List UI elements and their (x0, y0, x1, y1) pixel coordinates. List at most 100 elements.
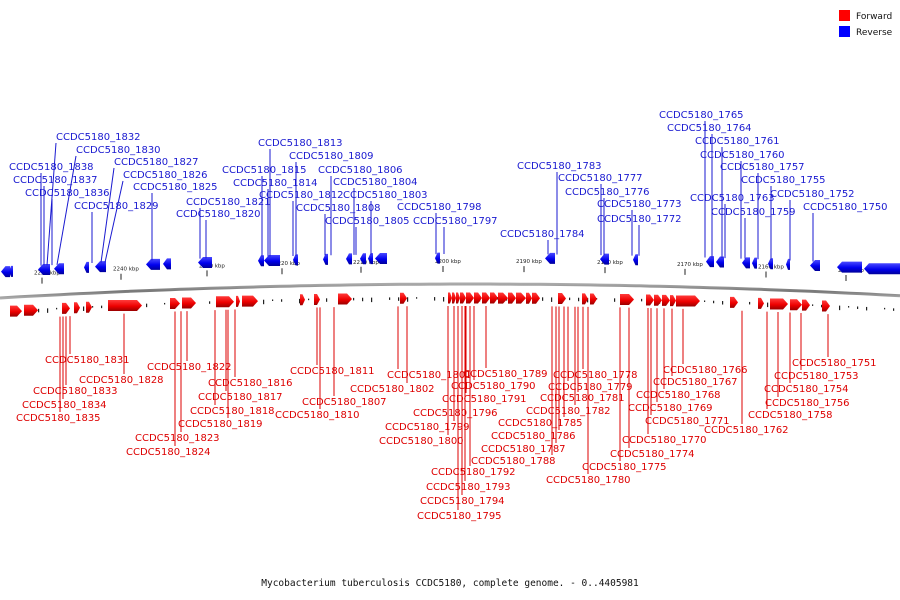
reverse-gene-label[interactable]: CCDC5180_1765 (659, 110, 744, 121)
reverse-gene-label[interactable]: CCDC5180_1798 (397, 202, 482, 213)
reverse-gene-label[interactable]: CCDC5180_1806 (318, 165, 403, 176)
forward-gene-label[interactable]: CCDC5180_1791 (442, 394, 527, 405)
reverse-gene-label[interactable]: CCDC5180_1808 (296, 203, 381, 214)
forward-gene-label[interactable]: CCDC5180_1794 (420, 496, 505, 507)
reverse-gene-label[interactable]: CCDC5180_1813 (258, 138, 343, 149)
reverse-gene-label[interactable]: CCDC5180_1804 (333, 177, 418, 188)
forward-gene-label[interactable]: CCDC5180_1774 (610, 449, 695, 460)
forward-gene-label[interactable]: CCDC5180_1833 (33, 386, 118, 397)
reverse-gene-label[interactable]: CCDC5180_1830 (76, 145, 161, 156)
reverse-gene-label[interactable]: CCDC5180_1826 (123, 170, 208, 181)
forward-gene-label[interactable]: CCDC5180_1816 (208, 378, 293, 389)
reverse-gene-label[interactable]: CCDC5180_1760 (700, 150, 785, 161)
reverse-gene-label[interactable]: CCDC5180_1777 (558, 173, 643, 184)
reverse-gene-label[interactable]: CCDC5180_1832 (56, 132, 141, 143)
reverse-gene-label[interactable]: CCDC5180_1820 (176, 209, 261, 220)
forward-gene-label[interactable]: CCDC5180_1780 (546, 475, 631, 486)
forward-gene-label[interactable]: CCDC5180_1782 (526, 406, 611, 417)
reverse-gene-arrow (837, 261, 862, 273)
forward-gene-label[interactable]: CCDC5180_1770 (622, 435, 707, 446)
reverse-gene-label[interactable]: CCDC5180_1761 (695, 136, 780, 147)
forward-gene-label[interactable]: CCDC5180_1792 (431, 467, 516, 478)
forward-gene-label[interactable]: CCDC5180_1799 (385, 422, 470, 433)
forward-gene-label[interactable]: CCDC5180_1754 (764, 384, 849, 395)
forward-gene-label[interactable]: CCDC5180_1834 (22, 400, 107, 411)
sequence-mark (92, 306, 94, 308)
forward-gene-label[interactable]: CCDC5180_1802 (350, 384, 435, 395)
sequence-mark (353, 297, 355, 301)
forward-gene-label[interactable]: CCDC5180_1769 (628, 403, 713, 414)
forward-gene-label[interactable]: CCDC5180_1768 (636, 390, 721, 401)
forward-gene-label[interactable]: CCDC5180_1824 (126, 447, 211, 458)
reverse-gene-label[interactable]: CCDC5180_1837 (13, 175, 98, 186)
legend-reverse-swatch (839, 26, 850, 37)
forward-gene-label[interactable]: CCDC5180_1758 (748, 410, 833, 421)
forward-gene-label[interactable]: CCDC5180_1819 (178, 419, 263, 430)
forward-gene-label[interactable]: CCDC5180_1795 (417, 511, 502, 522)
reverse-gene-label[interactable]: CCDC5180_1752 (770, 189, 855, 200)
forward-gene-label[interactable]: CCDC5180_1828 (79, 375, 164, 386)
sequence-mark (299, 298, 301, 304)
reverse-gene-label[interactable]: CCDC5180_1763 (690, 193, 775, 204)
forward-gene-label[interactable]: CCDC5180_1762 (704, 425, 789, 436)
forward-gene-label[interactable]: CCDC5180_1810 (275, 410, 360, 421)
forward-gene-label[interactable]: CCDC5180_1766 (663, 365, 748, 376)
forward-gene-label[interactable]: CCDC5180_1790 (451, 381, 536, 392)
reverse-gene-label[interactable]: CCDC5180_1815 (222, 165, 307, 176)
reverse-gene-label[interactable]: CCDC5180_1755 (741, 175, 826, 186)
reverse-gene-label[interactable]: CCDC5180_1838 (9, 162, 94, 173)
forward-gene-label[interactable]: CCDC5180_1835 (16, 413, 101, 424)
forward-gene-label[interactable]: CCDC5180_1785 (498, 418, 583, 429)
reverse-gene-label[interactable]: CCDC5180_1825 (133, 182, 218, 193)
reverse-gene-arrow (38, 264, 50, 276)
forward-gene-label[interactable]: CCDC5180_1771 (645, 416, 730, 427)
forward-gene-label[interactable]: CCDC5180_1751 (792, 358, 877, 369)
forward-gene-label[interactable]: CCDC5180_1787 (481, 444, 566, 455)
forward-gene-label[interactable]: CCDC5180_1781 (540, 393, 625, 404)
reverse-gene-label[interactable]: CCDC5180_1772 (597, 214, 682, 225)
forward-gene-label[interactable]: CCDC5180_1831 (45, 355, 130, 366)
reverse-gene-label[interactable]: CCDC5180_1809 (289, 151, 374, 162)
reverse-gene-label[interactable]: CCDC5180_1783 (517, 161, 602, 172)
forward-gene-label[interactable]: CCDC5180_1786 (491, 431, 576, 442)
reverse-gene-label[interactable]: CCDC5180_1759 (711, 207, 796, 218)
forward-gene-label[interactable]: CCDC5180_1756 (765, 398, 850, 409)
reverse-gene-label[interactable]: CCDC5180_1797 (413, 216, 498, 227)
forward-gene-label[interactable]: CCDC5180_1817 (198, 392, 283, 403)
sequence-mark (569, 297, 571, 301)
forward-gene-label[interactable]: CCDC5180_1823 (135, 433, 220, 444)
forward-gene-label[interactable]: CCDC5180_1818 (190, 406, 275, 417)
reverse-gene-label[interactable]: CCDC5180_1784 (500, 229, 585, 240)
forward-gene-label[interactable]: CCDC5180_1796 (413, 408, 498, 419)
forward-gene-label[interactable]: CCDC5180_1778 (553, 370, 638, 381)
forward-gene-label[interactable]: CCDC5180_1767 (653, 377, 738, 388)
reverse-gene-label[interactable]: CCDC5180_1829 (74, 201, 159, 212)
reverse-gene-label[interactable]: CCDC5180_1805 (325, 216, 410, 227)
forward-gene-label[interactable]: CCDC5180_1822 (147, 362, 232, 373)
reverse-gene-label[interactable]: CCDC5180_1814 (233, 178, 318, 189)
forward-gene-label[interactable]: CCDC5180_1807 (302, 397, 387, 408)
forward-gene-label[interactable]: CCDC5180_1801 (387, 370, 472, 381)
forward-gene-label[interactable]: CCDC5180_1775 (582, 462, 667, 473)
reverse-gene-label[interactable]: CCDC5180_1764 (667, 123, 752, 134)
forward-gene-label[interactable]: CCDC5180_1788 (471, 456, 556, 467)
forward-gene-label[interactable]: CCDC5180_1793 (426, 482, 511, 493)
reverse-gene-label[interactable]: CCDC5180_1750 (803, 202, 888, 213)
reverse-gene-label[interactable]: CCDC5180_1776 (565, 187, 650, 198)
reverse-gene-label[interactable]: CCDC5180_1803 (343, 190, 428, 201)
forward-gene-label[interactable]: CCDC5180_1789 (463, 369, 548, 380)
forward-gene-label[interactable]: CCDC5180_1753 (774, 371, 859, 382)
forward-gene-arrow (448, 292, 452, 304)
reverse-gene-label[interactable]: CCDC5180_1821 (186, 197, 271, 208)
forward-gene-label[interactable]: CCDC5180_1811 (290, 366, 375, 377)
reverse-gene-label[interactable]: CCDC5180_1812 (259, 190, 344, 201)
forward-gene-label[interactable]: CCDC5180_1779 (548, 382, 633, 393)
sequence-mark (866, 306, 868, 311)
forward-gene-arrow (482, 292, 490, 304)
forward-gene-label[interactable]: CCDC5180_1800 (379, 436, 464, 447)
reverse-gene-label[interactable]: CCDC5180_1757 (720, 162, 805, 173)
reverse-gene-label[interactable]: CCDC5180_1836 (25, 188, 110, 199)
reverse-gene-label[interactable]: CCDC5180_1827 (114, 157, 199, 168)
reverse-gene-label[interactable]: CCDC5180_1773 (597, 199, 682, 210)
